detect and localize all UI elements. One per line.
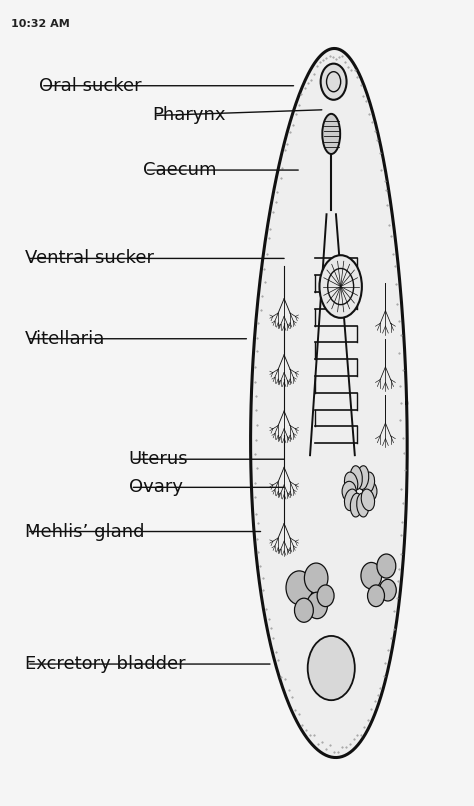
Ellipse shape bbox=[294, 598, 313, 622]
Ellipse shape bbox=[304, 563, 328, 593]
Ellipse shape bbox=[363, 481, 377, 501]
Text: Mehlis’ gland: Mehlis’ gland bbox=[25, 522, 145, 541]
Text: 10:32 AM: 10:32 AM bbox=[11, 19, 70, 29]
Text: Vitellaria: Vitellaria bbox=[25, 330, 105, 347]
Ellipse shape bbox=[350, 493, 362, 517]
Polygon shape bbox=[251, 48, 407, 758]
Ellipse shape bbox=[286, 571, 312, 604]
Ellipse shape bbox=[307, 592, 328, 619]
Ellipse shape bbox=[342, 481, 356, 501]
Ellipse shape bbox=[379, 580, 396, 601]
Ellipse shape bbox=[308, 636, 355, 700]
Ellipse shape bbox=[357, 493, 369, 517]
Ellipse shape bbox=[345, 489, 358, 511]
Ellipse shape bbox=[361, 489, 374, 511]
Text: Excretory bladder: Excretory bladder bbox=[25, 655, 186, 673]
Ellipse shape bbox=[322, 114, 340, 154]
Text: Oral sucker: Oral sucker bbox=[39, 77, 142, 95]
Text: Pharynx: Pharynx bbox=[152, 106, 226, 124]
Ellipse shape bbox=[317, 585, 334, 607]
Ellipse shape bbox=[319, 256, 362, 318]
Ellipse shape bbox=[357, 466, 369, 489]
Ellipse shape bbox=[377, 554, 396, 578]
Ellipse shape bbox=[350, 466, 362, 489]
Ellipse shape bbox=[345, 472, 358, 493]
Text: Ovary: Ovary bbox=[128, 478, 182, 496]
Text: Ventral sucker: Ventral sucker bbox=[25, 249, 154, 268]
Ellipse shape bbox=[361, 472, 374, 493]
Ellipse shape bbox=[320, 64, 346, 100]
Ellipse shape bbox=[361, 563, 382, 589]
Ellipse shape bbox=[367, 585, 384, 607]
Text: Uterus: Uterus bbox=[128, 451, 188, 468]
Text: Caecum: Caecum bbox=[143, 161, 216, 179]
